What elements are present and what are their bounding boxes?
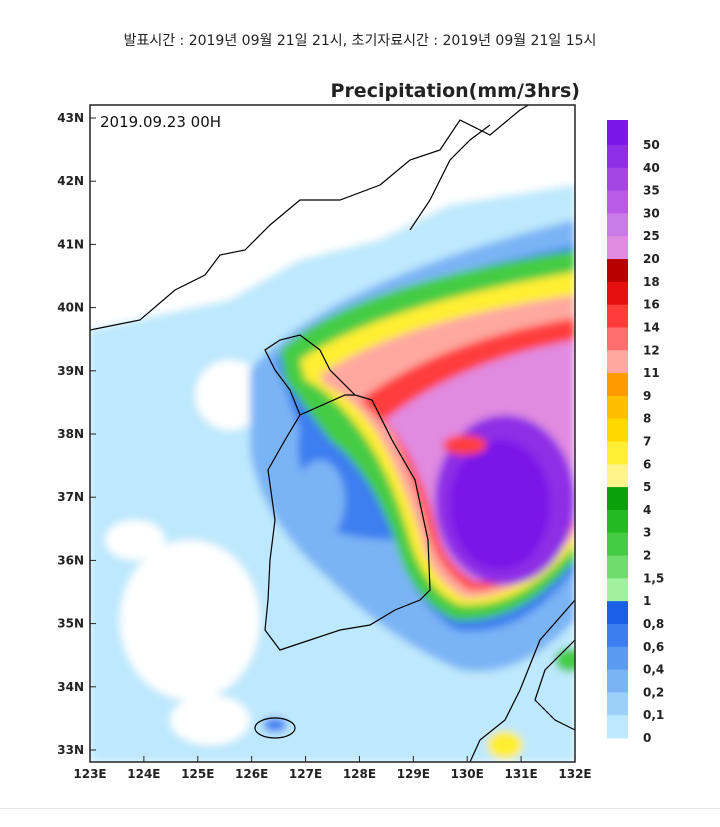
legend-swatch — [607, 213, 628, 237]
lat-label: 33N — [57, 743, 84, 757]
lon-label: 132E — [558, 767, 591, 781]
header-title: 발표시간 : 2019년 09월 21일 21시, 초기자료시간 : 2019년… — [123, 33, 597, 49]
legend-label: 3 — [643, 526, 651, 540]
legend-swatch — [607, 373, 628, 397]
legend-label: 5 — [643, 480, 651, 494]
legend-label: 20 — [643, 252, 660, 266]
legend-swatch — [607, 190, 628, 214]
legend-swatch — [607, 395, 628, 420]
legend-label: 12 — [643, 343, 660, 357]
legend-swatch — [607, 509, 628, 534]
legend-label: 0,1 — [643, 708, 664, 722]
map-figure: Precipitation(mm/3hrs) — [57, 80, 664, 781]
legend-label: 2 — [643, 549, 651, 563]
legend-label: 30 — [643, 206, 660, 220]
legend-label: 11 — [643, 366, 660, 380]
legend-label: 50 — [643, 138, 660, 152]
legend-swatch — [607, 464, 628, 488]
legend-label: 25 — [643, 229, 660, 243]
map-timestamp: 2019.09.23 00H — [100, 113, 221, 131]
legend-swatch — [607, 304, 628, 328]
lon-label: 126E — [235, 767, 268, 781]
legend-swatch — [607, 350, 628, 374]
legend-swatch — [607, 120, 628, 146]
legend-label: 0,2 — [643, 685, 664, 699]
map-title: Precipitation(mm/3hrs) — [331, 80, 580, 102]
lat-label: 42N — [57, 174, 84, 188]
lat-label: 35N — [57, 617, 84, 631]
legend-swatch — [607, 646, 628, 671]
legend-label: 0,8 — [643, 617, 664, 631]
legend-label: 1,5 — [643, 571, 664, 585]
legend-swatch — [607, 259, 628, 283]
legend-swatch — [607, 555, 628, 579]
legend-swatch — [607, 601, 628, 625]
lon-label: 127E — [289, 767, 322, 781]
legend-swatch — [607, 692, 628, 716]
legend-label: 9 — [643, 389, 651, 403]
lat-label: 43N — [57, 111, 84, 125]
lat-label: 40N — [57, 301, 84, 315]
legend-swatch — [607, 281, 628, 306]
lon-label: 129E — [397, 767, 430, 781]
legend-swatch — [607, 167, 628, 192]
lon-label: 130E — [451, 767, 484, 781]
precipitation-field: 2019.09.23 00H — [90, 105, 575, 762]
divider — [0, 808, 720, 809]
legend-swatch — [607, 715, 628, 739]
lon-label: 124E — [127, 767, 160, 781]
legend-label: 0,6 — [643, 640, 664, 654]
legend-label: 4 — [643, 503, 651, 517]
legend-label: 16 — [643, 298, 660, 312]
lat-label: 38N — [57, 427, 84, 441]
lon-label: 131E — [504, 767, 537, 781]
legend-label: 0 — [643, 731, 651, 745]
lat-label: 39N — [57, 364, 84, 378]
lon-label: 125E — [181, 767, 214, 781]
legend-label: 6 — [643, 457, 651, 471]
legend-label: 1 — [643, 594, 651, 608]
legend-label: 7 — [643, 435, 651, 449]
lon-label: 128E — [343, 767, 376, 781]
legend-swatch — [607, 578, 628, 602]
legend-swatch — [607, 532, 628, 557]
legend-swatch — [607, 145, 628, 169]
lat-label: 36N — [57, 553, 84, 567]
legend-swatch — [607, 441, 628, 465]
lon-label: 123E — [73, 767, 106, 781]
legend-swatch — [607, 418, 628, 442]
legend-swatch — [607, 236, 628, 260]
lat-label: 41N — [57, 237, 84, 251]
legend-label: 35 — [643, 184, 660, 198]
legend-swatch — [607, 487, 628, 511]
legend-label: 40 — [643, 161, 660, 175]
legend-swatch — [607, 623, 628, 648]
lat-label: 34N — [57, 680, 84, 694]
legend-swatch — [607, 327, 628, 351]
lat-label: 37N — [57, 490, 84, 504]
legend-label: 18 — [643, 275, 660, 289]
legend-label: 14 — [643, 320, 660, 334]
legend-label: 8 — [643, 412, 651, 426]
legend-label: 0,4 — [643, 663, 664, 677]
legend-swatch — [607, 669, 628, 693]
